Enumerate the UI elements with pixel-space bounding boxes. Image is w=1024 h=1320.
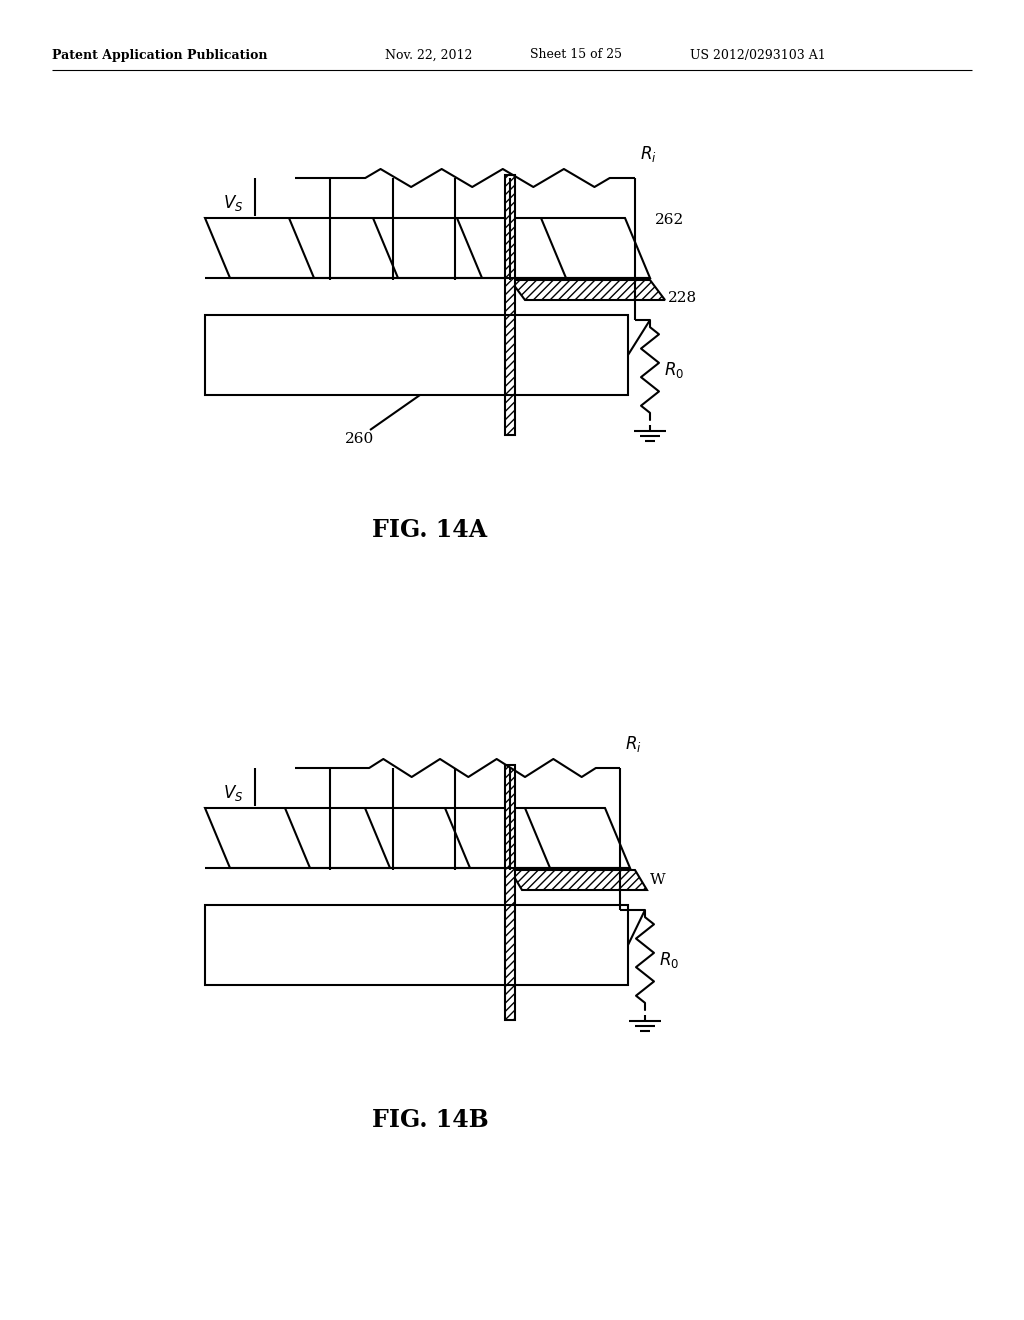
- Text: FIG. 14A: FIG. 14A: [373, 517, 487, 543]
- Text: FIG. 14B: FIG. 14B: [372, 1107, 488, 1133]
- Bar: [505, 176, 515, 436]
- Text: $R_0$: $R_0$: [664, 360, 684, 380]
- Polygon shape: [205, 218, 650, 279]
- Bar: [205, 315, 628, 395]
- Text: US 2012/0293103 A1: US 2012/0293103 A1: [690, 49, 825, 62]
- Text: Patent Application Publication: Patent Application Publication: [52, 49, 267, 62]
- Text: $V_S$: $V_S$: [222, 193, 243, 213]
- Text: 262: 262: [655, 213, 684, 227]
- Text: $V_S$: $V_S$: [222, 783, 243, 803]
- Text: 260: 260: [345, 432, 375, 446]
- Text: $R_i$: $R_i$: [625, 734, 642, 754]
- Text: W: W: [650, 873, 666, 887]
- Text: Nov. 22, 2012: Nov. 22, 2012: [385, 49, 472, 62]
- Polygon shape: [510, 280, 665, 300]
- Text: $R_0$: $R_0$: [659, 950, 679, 970]
- Polygon shape: [510, 870, 647, 890]
- Polygon shape: [205, 808, 630, 869]
- Text: $R_i$: $R_i$: [640, 144, 656, 164]
- Bar: [205, 906, 628, 985]
- Text: 228: 228: [668, 290, 697, 305]
- Text: Sheet 15 of 25: Sheet 15 of 25: [530, 49, 622, 62]
- Bar: [505, 766, 515, 1020]
